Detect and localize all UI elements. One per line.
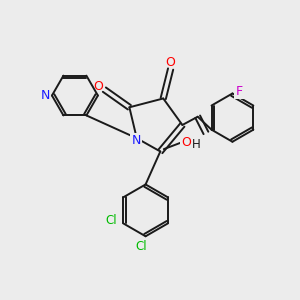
- Text: H: H: [192, 138, 201, 151]
- Text: Cl: Cl: [135, 240, 147, 253]
- Text: N: N: [41, 89, 50, 102]
- Text: O: O: [166, 56, 176, 69]
- Text: N: N: [131, 134, 141, 147]
- Text: Cl: Cl: [105, 214, 117, 227]
- Text: O: O: [93, 80, 103, 93]
- Text: F: F: [236, 85, 242, 98]
- Text: O: O: [181, 136, 191, 149]
